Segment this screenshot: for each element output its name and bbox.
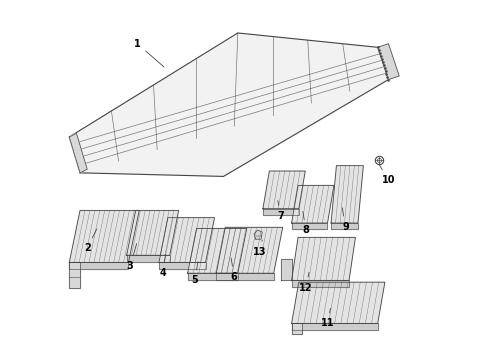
Polygon shape xyxy=(292,185,334,223)
Text: 12: 12 xyxy=(299,273,313,293)
Polygon shape xyxy=(292,282,385,323)
Polygon shape xyxy=(378,44,399,80)
Text: 5: 5 xyxy=(192,262,198,285)
Polygon shape xyxy=(216,273,274,280)
Polygon shape xyxy=(159,262,205,269)
Polygon shape xyxy=(292,323,378,330)
Text: 11: 11 xyxy=(321,308,334,328)
Polygon shape xyxy=(292,223,327,229)
Polygon shape xyxy=(331,166,364,223)
Polygon shape xyxy=(69,33,389,176)
Text: 9: 9 xyxy=(342,208,349,231)
Text: 3: 3 xyxy=(127,244,137,271)
Polygon shape xyxy=(69,211,139,262)
Text: 1: 1 xyxy=(134,39,164,67)
Polygon shape xyxy=(126,255,170,262)
Polygon shape xyxy=(331,223,358,229)
Polygon shape xyxy=(188,273,238,280)
Polygon shape xyxy=(292,237,355,280)
Polygon shape xyxy=(263,209,299,215)
Text: 7: 7 xyxy=(277,201,284,221)
Text: 2: 2 xyxy=(84,229,97,253)
Polygon shape xyxy=(159,218,215,262)
Text: 4: 4 xyxy=(159,255,166,278)
Polygon shape xyxy=(254,230,262,239)
Polygon shape xyxy=(188,228,247,273)
Polygon shape xyxy=(281,259,292,280)
Polygon shape xyxy=(263,171,305,209)
Polygon shape xyxy=(292,280,349,287)
Polygon shape xyxy=(216,227,283,273)
Polygon shape xyxy=(69,262,80,288)
Polygon shape xyxy=(126,211,179,255)
Polygon shape xyxy=(292,323,302,334)
Text: 6: 6 xyxy=(231,258,238,282)
Text: 8: 8 xyxy=(302,211,309,235)
Text: 10: 10 xyxy=(379,165,395,185)
Polygon shape xyxy=(69,262,128,269)
Polygon shape xyxy=(69,134,87,173)
Text: 13: 13 xyxy=(252,240,266,257)
